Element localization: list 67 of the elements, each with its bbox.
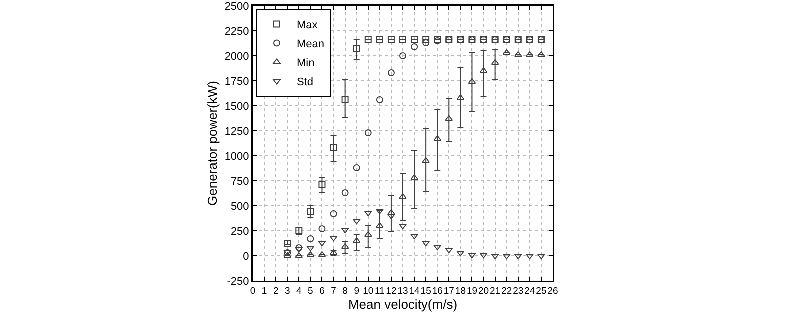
point: [296, 244, 303, 252]
point: [388, 36, 395, 44]
x-tick-label: 6: [320, 286, 325, 297]
x-tick-label: 14: [409, 286, 420, 297]
legend-label: Max: [297, 20, 318, 32]
legend-label: Min: [297, 58, 315, 70]
point: [318, 182, 326, 188]
point: [400, 36, 406, 44]
point: [307, 208, 314, 216]
x-tick-label: 9: [354, 286, 360, 297]
x-tick-label: 21: [490, 286, 501, 297]
y-tick-label: 1750: [224, 76, 250, 88]
x-tick-label: 24: [524, 286, 536, 297]
x-tick-label: 3: [284, 286, 290, 297]
point: [330, 210, 338, 218]
x-tick-label: 18: [455, 286, 466, 297]
x-tick-label: 11: [374, 286, 385, 297]
x-tick-label: 22: [502, 286, 512, 297]
x-tick-label: 1: [262, 286, 268, 297]
x-tick-label: 10: [363, 286, 374, 297]
point: [376, 36, 384, 44]
x-tick-label: 7: [331, 286, 336, 297]
x-tick-label: 5: [308, 286, 314, 297]
x-tick-label: 15: [420, 286, 432, 297]
point: [364, 36, 372, 44]
x-tick-label: 4: [296, 286, 302, 297]
point: [422, 36, 430, 44]
y-tick-label: 2250: [224, 26, 250, 38]
point: [318, 226, 326, 232]
x-tick-label: 12: [386, 286, 397, 297]
y-tick-label: 1500: [224, 100, 250, 113]
y-tick-label: -250: [227, 276, 250, 288]
point: [364, 130, 372, 136]
point: [400, 52, 406, 60]
legend-label: Std: [297, 76, 314, 89]
x-tick-label: 13: [398, 286, 408, 297]
point: [353, 164, 360, 172]
y-tick-label: 0: [243, 250, 250, 263]
x-axis-title: Mean velocity(m/s): [348, 296, 458, 312]
x-tick-label: 23: [513, 286, 524, 297]
y-tick-label: 1000: [224, 150, 250, 163]
point: [353, 46, 360, 52]
x-tick-label: 16: [432, 286, 443, 297]
point: [411, 44, 418, 50]
y-axis-title: Generator power(kW): [205, 81, 220, 206]
point: [342, 96, 349, 104]
y-tick-label: 2500: [224, 0, 250, 13]
point: [307, 236, 314, 242]
x-tick-label: 2: [273, 286, 279, 297]
y-tick-label: 1250: [224, 126, 250, 138]
x-tick-label: 17: [444, 286, 454, 297]
point: [330, 144, 338, 152]
x-tick-label: 19: [466, 286, 478, 297]
point: [411, 36, 418, 44]
legend-label: Mean: [297, 38, 325, 51]
x-tick-label: 20: [478, 286, 490, 297]
point: [388, 70, 395, 76]
y-tick-label: 250: [230, 226, 250, 238]
y-tick-label: 750: [230, 176, 250, 188]
x-tick-label: 26: [548, 286, 558, 297]
x-tick-label: 25: [536, 286, 547, 297]
point: [342, 190, 349, 196]
y-tick-label: 2000: [224, 50, 250, 63]
point: [422, 40, 430, 46]
y-tick-label: 500: [230, 200, 250, 213]
x-tick-label: 8: [342, 286, 348, 297]
point: [376, 96, 384, 104]
